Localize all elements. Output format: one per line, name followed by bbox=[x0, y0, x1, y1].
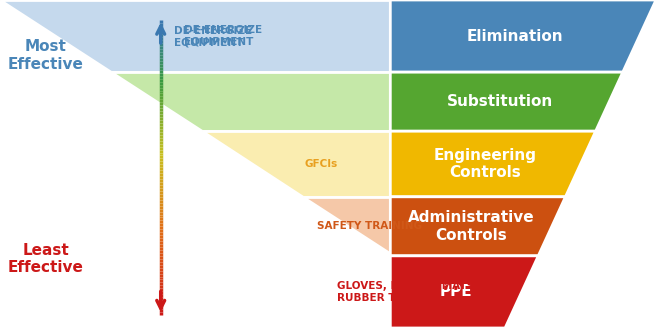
Polygon shape bbox=[390, 256, 539, 328]
Text: Elimination: Elimination bbox=[466, 29, 563, 44]
Text: Administrative
Controls: Administrative Controls bbox=[408, 210, 535, 242]
Text: Most
Effective: Most Effective bbox=[8, 39, 84, 72]
Polygon shape bbox=[390, 0, 656, 72]
Polygon shape bbox=[202, 131, 390, 197]
Text: DE-ENERGIZE
EQUIPMENT: DE-ENERGIZE EQUIPMENT bbox=[184, 25, 262, 47]
Text: GLOVES, RUBBER MATS AND
RUBBER TOOLS: GLOVES, RUBBER MATS AND RUBBER TOOLS bbox=[337, 281, 503, 303]
Text: Least
Effective: Least Effective bbox=[8, 243, 84, 275]
Text: GFCIs: GFCIs bbox=[305, 159, 338, 169]
Text: Substitution: Substitution bbox=[447, 94, 553, 109]
Polygon shape bbox=[390, 72, 623, 131]
Polygon shape bbox=[390, 256, 505, 328]
Polygon shape bbox=[303, 197, 394, 256]
Text: DE-ENERGIZE
EQUIPMENT: DE-ENERGIZE EQUIPMENT bbox=[174, 26, 252, 48]
Polygon shape bbox=[0, 0, 390, 72]
Text: Engineering
Controls: Engineering Controls bbox=[434, 148, 537, 180]
Text: PPE: PPE bbox=[440, 284, 472, 299]
Text: SAFETY TRAINING: SAFETY TRAINING bbox=[317, 221, 422, 231]
Polygon shape bbox=[390, 197, 565, 256]
Polygon shape bbox=[390, 131, 596, 197]
Polygon shape bbox=[111, 72, 390, 131]
